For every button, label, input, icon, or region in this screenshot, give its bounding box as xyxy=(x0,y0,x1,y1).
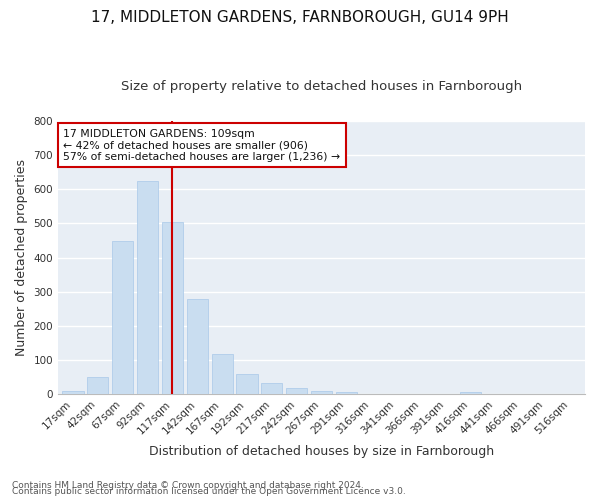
Bar xyxy=(311,392,332,394)
Bar xyxy=(236,374,257,394)
Bar xyxy=(261,383,283,394)
Bar xyxy=(187,298,208,394)
Bar xyxy=(62,391,83,394)
Bar xyxy=(87,378,109,394)
Bar xyxy=(460,392,481,394)
Text: 17, MIDDLETON GARDENS, FARNBOROUGH, GU14 9PH: 17, MIDDLETON GARDENS, FARNBOROUGH, GU14… xyxy=(91,10,509,25)
Bar xyxy=(286,388,307,394)
Bar xyxy=(162,222,183,394)
Title: Size of property relative to detached houses in Farnborough: Size of property relative to detached ho… xyxy=(121,80,522,93)
Bar xyxy=(212,354,233,395)
Text: Contains HM Land Registry data © Crown copyright and database right 2024.: Contains HM Land Registry data © Crown c… xyxy=(12,481,364,490)
Bar xyxy=(112,242,133,394)
Bar xyxy=(137,181,158,394)
Text: 17 MIDDLETON GARDENS: 109sqm
← 42% of detached houses are smaller (906)
57% of s: 17 MIDDLETON GARDENS: 109sqm ← 42% of de… xyxy=(64,129,340,162)
Text: Contains public sector information licensed under the Open Government Licence v3: Contains public sector information licen… xyxy=(12,487,406,496)
Bar xyxy=(336,392,357,394)
Y-axis label: Number of detached properties: Number of detached properties xyxy=(15,159,28,356)
X-axis label: Distribution of detached houses by size in Farnborough: Distribution of detached houses by size … xyxy=(149,444,494,458)
